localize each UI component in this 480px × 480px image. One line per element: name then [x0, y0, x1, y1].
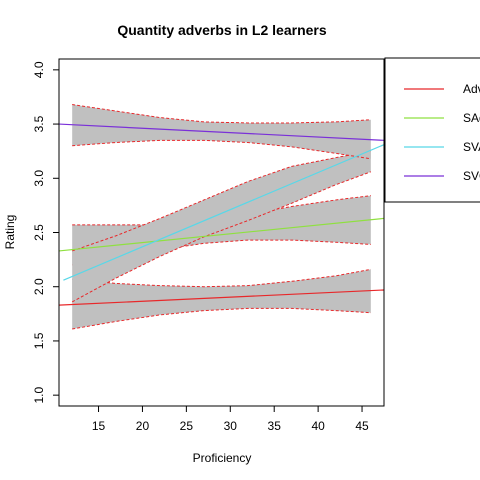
y-tick-label-3.5: 3.5 — [32, 115, 46, 132]
band-lower-svadv — [71, 171, 371, 303]
chart-title: Quantity adverbs in L2 learners — [117, 22, 327, 38]
band-lower-svo — [72, 139, 371, 160]
band-svadv — [72, 151, 371, 302]
series-lines — [58, 123, 385, 306]
y-axis-label: Rating — [3, 215, 17, 250]
x-tick-label-15: 15 — [92, 419, 106, 433]
band-upper-adv — [72, 268, 371, 288]
x-axis: 15 20 25 30 35 40 45 — [92, 406, 369, 433]
band-upper-svo — [72, 104, 371, 124]
legend-label-sadv: SAdv — [463, 111, 480, 125]
x-tick-label-40: 40 — [311, 419, 325, 433]
y-tick-label-4.0: 4.0 — [32, 61, 46, 78]
y-tick-label-1.0: 1.0 — [32, 386, 46, 403]
line-svadv — [63, 144, 385, 281]
y-tick-label-2.5: 2.5 — [32, 224, 46, 241]
y-axis: 1.0 1.5 2.0 2.5 3.0 3.5 4.0 — [32, 61, 59, 404]
x-tick-label-35: 35 — [268, 419, 282, 433]
y-tick-label-1.5: 1.5 — [32, 332, 46, 349]
y-tick-label-3.0: 3.0 — [32, 170, 46, 187]
confidence-bands — [71, 104, 371, 330]
band-upper-sadv — [72, 195, 371, 226]
x-tick-label-30: 30 — [224, 419, 238, 433]
x-tick-label-45: 45 — [355, 419, 369, 433]
legend-box — [384, 57, 480, 203]
line-svo — [58, 123, 385, 141]
y-tick-label-2.0: 2.0 — [32, 278, 46, 295]
legend-label-adv: Adv — [463, 82, 480, 96]
band-adv — [72, 269, 371, 330]
legend-label-svo: SVO — [463, 169, 480, 183]
band-lower-adv — [72, 307, 371, 330]
line-adv — [58, 289, 385, 306]
x-tick-label-25: 25 — [180, 419, 194, 433]
legend: Adv SAdv SVAdv SVO — [384, 57, 480, 203]
band-upper-svadv — [72, 150, 371, 252]
x-axis-label: Proficiency — [193, 451, 252, 465]
legend-label-svadv: SVAdv — [463, 140, 480, 154]
x-tick-label-20: 20 — [136, 419, 150, 433]
line-sadv — [58, 217, 385, 252]
